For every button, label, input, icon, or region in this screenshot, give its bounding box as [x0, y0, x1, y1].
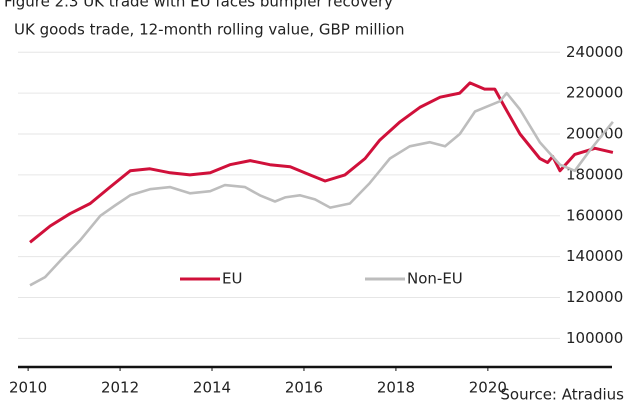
chart-title: Figure 2.3 UK trade with EU faces bumpie…: [4, 0, 393, 11]
x-tick-label: 2016: [285, 379, 323, 397]
x-tick-label: 2014: [193, 379, 231, 397]
chart-subtitle: UK goods trade, 12-month rolling value, …: [14, 21, 405, 39]
series-line: [29, 91, 614, 287]
x-tick-label: 2020: [469, 379, 507, 397]
x-tick-label: 2012: [101, 379, 139, 397]
source: Source: Atradius: [500, 386, 624, 404]
series-line: [29, 81, 614, 244]
x-tick-label: 2018: [377, 379, 415, 397]
y-tick-label: 120000: [566, 288, 623, 306]
y-tick-label: 160000: [566, 206, 623, 224]
legend-label: EU: [222, 270, 242, 288]
y-tick-label: 180000: [566, 165, 623, 183]
legend-label: Non-EU: [407, 270, 463, 288]
y-tick-label: 200000: [566, 125, 623, 143]
y-tick-label: 140000: [566, 247, 623, 265]
y-tick-label: 100000: [566, 329, 623, 347]
y-tick-label: 240000: [566, 43, 623, 61]
x-tick-label: 2010: [9, 379, 47, 397]
y-tick-label: 220000: [566, 84, 623, 102]
